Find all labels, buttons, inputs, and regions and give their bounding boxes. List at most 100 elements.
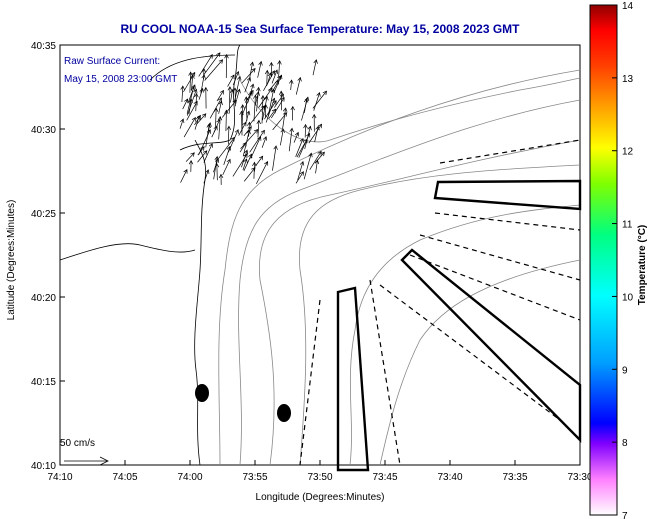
current-vector xyxy=(303,153,312,180)
current-vector xyxy=(200,74,205,94)
current-vector xyxy=(249,130,265,153)
current-vector xyxy=(304,126,311,150)
current-vector-head xyxy=(270,70,275,75)
current-vector xyxy=(186,101,198,121)
current-vector-head xyxy=(289,79,294,84)
current-vector xyxy=(204,59,223,81)
current-vector-head xyxy=(253,129,259,134)
current-vector xyxy=(191,74,194,91)
current-vector-head xyxy=(311,113,317,119)
current-vector-head xyxy=(203,86,209,92)
current-vector-head xyxy=(184,98,189,104)
current-vector-head xyxy=(194,92,199,98)
current-vector-head xyxy=(202,150,208,155)
current-vector-head xyxy=(214,155,219,161)
current-vector xyxy=(261,95,264,124)
current-vector-head xyxy=(193,100,198,106)
current-vector-head xyxy=(206,129,211,134)
current-vector xyxy=(240,129,258,149)
scale-arrow-label: 50 cm/s xyxy=(60,438,96,449)
colorbar-ticks: 14 13 12 11 10 9 8 7 xyxy=(612,1,634,519)
current-vector-head xyxy=(255,91,260,96)
map-title: RU COOL NOAA-15 Sea Surface Temperature:… xyxy=(120,22,520,36)
current-vector-head xyxy=(201,113,207,118)
current-vector-head xyxy=(208,54,213,59)
current-vector xyxy=(198,129,211,155)
current-vector-head xyxy=(317,123,322,129)
current-vector xyxy=(194,115,201,126)
current-vector xyxy=(267,89,275,116)
current-vector-head xyxy=(314,159,320,165)
current-vector-head xyxy=(217,97,222,102)
current-vector xyxy=(245,111,250,124)
colorbar xyxy=(589,4,618,516)
current-vector xyxy=(181,86,184,103)
current-vector xyxy=(301,97,309,121)
colorbar-tick-label: 7 xyxy=(622,511,628,519)
current-vector-head xyxy=(249,89,254,95)
current-vector xyxy=(222,159,231,175)
current-vector xyxy=(233,76,241,103)
current-vector-head xyxy=(258,155,264,161)
current-vector xyxy=(203,52,221,76)
current-vector xyxy=(254,156,263,167)
current-vector-head xyxy=(213,107,219,112)
current-vector-head xyxy=(218,59,224,64)
annotation-line1: Raw Surface Current: xyxy=(64,56,161,67)
current-vector xyxy=(215,108,217,128)
current-vector xyxy=(271,97,285,119)
current-vector-head xyxy=(247,126,252,131)
current-vector xyxy=(261,136,267,148)
current-vector-head xyxy=(199,87,204,93)
current-vector-head xyxy=(263,103,268,109)
current-vector-head xyxy=(253,94,258,100)
current-vector xyxy=(256,87,259,112)
current-vector xyxy=(187,84,196,104)
bathymetry-contours xyxy=(218,69,581,466)
current-vector-head xyxy=(289,127,294,133)
current-vector xyxy=(308,124,322,144)
current-vector xyxy=(280,129,284,146)
y-axis-label: Latitude (Degrees:Minutes) xyxy=(6,200,17,321)
current-vector xyxy=(244,90,254,103)
current-vector xyxy=(253,95,256,122)
current-vector xyxy=(243,167,256,182)
sensor-zone-outlines xyxy=(336,179,582,472)
current-vector-head xyxy=(313,59,318,64)
current-vector-head xyxy=(206,123,211,129)
buoy-marker xyxy=(195,384,209,402)
colorbar-tick-label: 8 xyxy=(622,438,628,449)
current-vector-head xyxy=(304,96,310,102)
current-vector xyxy=(244,77,251,93)
current-vector xyxy=(293,132,299,143)
current-vector xyxy=(254,91,259,106)
current-vector xyxy=(232,71,239,86)
current-vector xyxy=(243,126,252,137)
current-vector-head xyxy=(243,153,248,158)
current-vector xyxy=(203,169,209,184)
y-tick-label: 40:25 xyxy=(31,209,56,220)
colorbar-tick-label: 13 xyxy=(622,74,634,85)
current-vector xyxy=(238,122,247,136)
current-vector xyxy=(241,111,243,136)
current-vector-head xyxy=(232,87,238,92)
current-vector xyxy=(268,108,276,119)
current-vector-head xyxy=(219,89,224,95)
current-vector xyxy=(278,60,281,77)
current-vector xyxy=(295,77,301,95)
current-vector xyxy=(216,163,218,181)
current-vector-head xyxy=(232,99,237,105)
current-vector xyxy=(268,75,282,92)
current-vector xyxy=(315,160,318,174)
current-vector-head xyxy=(279,93,284,99)
current-vector xyxy=(295,171,304,184)
current-vector xyxy=(297,161,304,181)
current-vector-head xyxy=(224,53,229,59)
current-vector xyxy=(197,150,208,163)
current-vector-head xyxy=(258,60,263,66)
current-vector xyxy=(217,137,235,160)
current-vector-head xyxy=(303,123,308,129)
buoy-marker xyxy=(277,404,291,422)
current-vector-head xyxy=(242,141,247,147)
current-vector-head xyxy=(264,95,269,101)
